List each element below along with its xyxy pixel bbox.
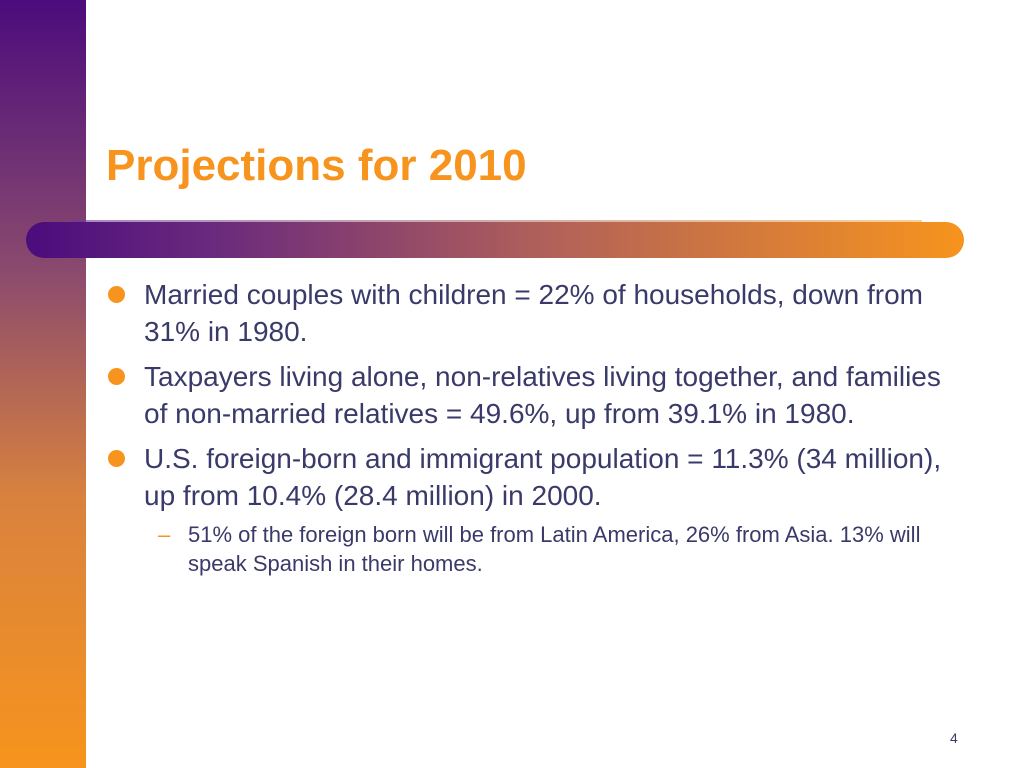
side-gradient-bar xyxy=(0,0,86,768)
bullet-text: Married couples with children = 22% of h… xyxy=(144,279,923,347)
dash-icon: – xyxy=(158,522,171,547)
bullet-text: U.S. foreign-born and immigrant populati… xyxy=(144,443,942,511)
bullet-item: Taxpayers living alone, non-relatives li… xyxy=(106,358,956,432)
bullet-item: Married couples with children = 22% of h… xyxy=(106,276,956,350)
slide-content: Married couples with children = 22% of h… xyxy=(106,276,956,578)
bullet-dot-icon xyxy=(108,368,125,385)
title-underline-bar xyxy=(26,222,964,258)
bullet-dot-icon xyxy=(108,286,125,303)
title-rule-highlight xyxy=(70,220,922,222)
bullet-text: Taxpayers living alone, non-relatives li… xyxy=(144,361,941,429)
bullet-item: U.S. foreign-born and immigrant populati… xyxy=(106,440,956,514)
slide-title: Projections for 2010 xyxy=(106,141,527,190)
bullet-dot-icon xyxy=(108,450,125,467)
sub-bullet-item: – 51% of the foreign born will be from L… xyxy=(106,520,956,578)
page-number: 4 xyxy=(950,730,958,746)
sub-bullet-text: 51% of the foreign born will be from Lat… xyxy=(188,522,921,576)
